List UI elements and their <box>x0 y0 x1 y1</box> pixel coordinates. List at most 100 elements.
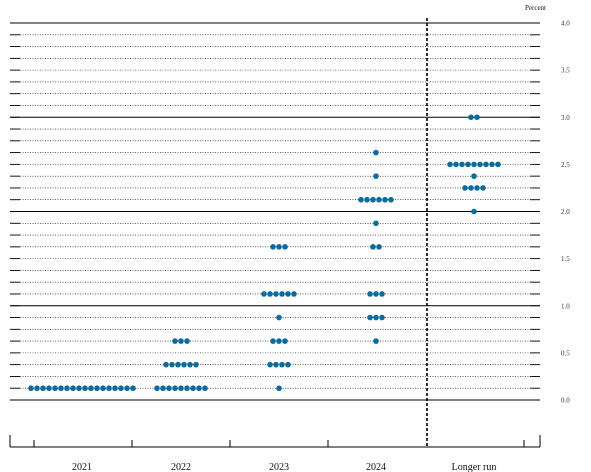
data-dot <box>88 385 94 392</box>
data-dot <box>282 244 288 250</box>
x-axis: 2021 2022 2023 2024 Longer run <box>9 435 541 472</box>
y-tick-label: 2.5 <box>561 161 570 169</box>
y-tick-label: 0.0 <box>561 397 570 405</box>
x-category-label: 2023 <box>269 462 289 472</box>
data-dot <box>82 385 88 392</box>
data-dot <box>489 161 495 168</box>
data-dot <box>462 185 468 191</box>
data-dot <box>100 385 106 392</box>
gridlines <box>10 18 540 448</box>
data-dot <box>495 161 501 168</box>
data-dot <box>367 291 373 297</box>
data-dot <box>276 244 282 250</box>
y-tick-label: 0.5 <box>561 349 570 357</box>
data-dot <box>285 291 291 297</box>
data-dot <box>28 385 34 392</box>
data-dot <box>187 361 193 368</box>
data-dot <box>276 314 282 321</box>
data-dot <box>379 291 385 297</box>
data-dot <box>459 161 465 168</box>
data-dot <box>76 385 82 392</box>
data-dot <box>64 385 70 392</box>
data-dot <box>270 338 276 344</box>
data-dot <box>376 196 382 203</box>
data-dot <box>166 385 172 392</box>
data-dot <box>193 361 199 368</box>
data-dot <box>184 385 190 392</box>
y-tick-label: 1.0 <box>561 302 570 310</box>
data-dot <box>465 161 471 168</box>
data-dot <box>373 338 379 344</box>
data-dot <box>358 196 364 203</box>
data-dot <box>94 385 100 392</box>
data-dot <box>285 361 291 368</box>
y-tick-labels: 0.0 0.5 1.0 1.5 2.0 2.5 3.0 3.5 4.0 <box>561 20 570 405</box>
data-dot <box>267 291 273 297</box>
y-tick-label: 2.0 <box>561 208 570 216</box>
data-dot <box>379 314 385 321</box>
data-dot <box>279 291 285 297</box>
data-dot <box>373 149 379 156</box>
data-dot <box>175 361 181 368</box>
data-dot <box>364 196 370 203</box>
x-category-label: 2021 <box>72 462 92 472</box>
data-dot <box>130 385 136 392</box>
data-dot <box>483 161 489 168</box>
data-dot <box>273 361 279 368</box>
data-dot <box>118 385 124 392</box>
data-dot <box>376 244 382 250</box>
data-dot <box>270 244 276 250</box>
data-dot <box>276 385 282 392</box>
data-dot <box>261 291 267 297</box>
data-dot <box>172 338 178 344</box>
data-dot <box>468 114 474 121</box>
data-dot <box>367 314 373 321</box>
data-dot <box>70 385 76 392</box>
data-dot <box>373 314 379 321</box>
y-tick-label: 1.5 <box>561 255 570 263</box>
data-dot <box>58 385 64 392</box>
data-dot <box>477 161 483 168</box>
data-dot <box>181 361 187 368</box>
data-dot <box>474 185 480 191</box>
data-dot <box>373 220 379 227</box>
data-dot <box>202 385 208 392</box>
data-dot <box>40 385 46 392</box>
data-dot <box>196 385 202 392</box>
y-tick-label: 3.5 <box>561 67 570 75</box>
unit-label: Percent <box>525 4 546 12</box>
data-dot <box>279 361 285 368</box>
data-dot <box>480 185 486 191</box>
data-dots <box>28 114 501 392</box>
data-dot <box>46 385 52 392</box>
data-dot <box>471 208 477 215</box>
data-dot <box>190 385 196 392</box>
data-dot <box>52 385 58 392</box>
data-dot <box>172 385 178 392</box>
data-dot <box>169 361 175 368</box>
data-dot <box>154 385 160 392</box>
data-dot <box>273 291 279 297</box>
data-dot <box>282 338 288 344</box>
data-dot <box>112 385 118 392</box>
data-dot <box>106 385 112 392</box>
data-dot <box>160 385 166 392</box>
data-dot <box>382 196 388 203</box>
data-dot <box>291 291 297 297</box>
y-tick-label: 3.0 <box>561 114 570 122</box>
data-dot <box>468 185 474 191</box>
data-dot <box>474 114 480 121</box>
x-category-label: 2022 <box>171 462 191 472</box>
data-dot <box>124 385 130 392</box>
data-dot <box>184 338 190 344</box>
data-dot <box>453 161 459 168</box>
data-dot <box>370 196 376 203</box>
data-dot <box>373 291 379 297</box>
data-dot <box>471 173 477 179</box>
x-category-label: 2024 <box>366 462 386 472</box>
data-dot <box>163 361 169 368</box>
data-dot <box>447 161 453 168</box>
data-dot <box>178 338 184 344</box>
data-dot <box>276 338 282 344</box>
